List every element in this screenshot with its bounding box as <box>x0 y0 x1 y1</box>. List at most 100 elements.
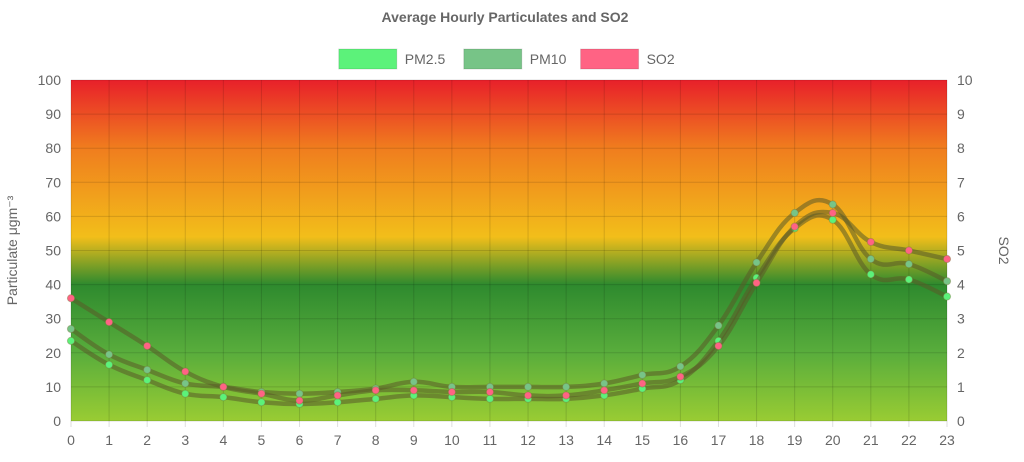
data-point-pm25[interactable] <box>828 215 837 224</box>
x-tick-label: 21 <box>863 432 879 448</box>
data-point-pm10[interactable] <box>66 324 76 334</box>
data-point-pm10[interactable] <box>638 370 647 380</box>
x-tick-label: 9 <box>410 432 418 448</box>
right-tick-label: 7 <box>957 174 965 190</box>
data-point-pm25[interactable] <box>485 394 495 403</box>
x-tick-label: 2 <box>143 432 151 448</box>
x-tick-label: 3 <box>181 432 189 448</box>
data-point-pm10[interactable] <box>942 277 952 286</box>
data-point-pm10[interactable] <box>828 200 837 209</box>
data-point-pm10[interactable] <box>181 379 190 388</box>
data-point-so2[interactable] <box>752 278 761 287</box>
data-point-pm10[interactable] <box>676 362 685 371</box>
plot-background <box>71 80 947 421</box>
left-tick-label: 50 <box>45 243 61 259</box>
left-tick-label: 10 <box>45 379 61 395</box>
data-point-pm10[interactable] <box>600 379 609 388</box>
data-point-so2[interactable] <box>257 389 266 398</box>
x-tick-label: 16 <box>673 432 689 448</box>
legend-item-so2[interactable]: SO2 <box>580 48 675 70</box>
chart-title: Average Hourly Particulates and SO2 <box>382 9 629 25</box>
data-point-so2[interactable] <box>866 237 875 247</box>
x-tick-label: 6 <box>296 432 304 448</box>
data-point-so2[interactable] <box>942 254 952 264</box>
data-point-pm25[interactable] <box>942 292 952 301</box>
data-point-so2[interactable] <box>219 382 228 391</box>
data-point-so2[interactable] <box>600 386 609 395</box>
data-point-pm25[interactable] <box>143 375 152 385</box>
left-tick-label: 20 <box>45 345 61 361</box>
data-point-so2[interactable] <box>371 386 380 395</box>
data-point-so2[interactable] <box>904 246 914 255</box>
legend-swatch <box>338 48 398 70</box>
legend-swatch <box>463 48 523 70</box>
x-tick-label: 11 <box>483 432 498 448</box>
data-point-so2[interactable] <box>790 222 799 231</box>
data-point-pm10[interactable] <box>752 258 761 267</box>
legend[interactable]: PM2.5 PM10 SO2 <box>338 48 675 70</box>
data-point-pm10[interactable] <box>409 377 418 386</box>
x-tick-label: 22 <box>901 432 917 448</box>
x-tick-label: 1 <box>105 432 113 448</box>
data-point-so2[interactable] <box>638 379 647 388</box>
right-tick-label: 0 <box>957 413 965 429</box>
left-tick-label: 60 <box>45 208 61 224</box>
left-tick-label: 40 <box>45 277 61 293</box>
right-tick-label: 8 <box>957 140 965 156</box>
data-point-pm25[interactable] <box>66 336 76 345</box>
right-tick-label: 4 <box>957 277 965 293</box>
data-point-pm25[interactable] <box>904 275 914 284</box>
legend-swatch <box>580 48 640 70</box>
data-point-so2[interactable] <box>104 318 114 327</box>
left-tick-label: 90 <box>45 106 61 122</box>
data-point-pm10[interactable] <box>143 365 152 374</box>
data-point-pm25[interactable] <box>104 360 114 369</box>
right-tick-label: 1 <box>957 379 965 395</box>
x-tick-label: 5 <box>258 432 266 448</box>
left-tick-label: 100 <box>38 72 62 88</box>
data-point-so2[interactable] <box>828 208 837 218</box>
data-point-so2[interactable] <box>66 294 76 303</box>
data-point-so2[interactable] <box>333 391 342 400</box>
data-point-so2[interactable] <box>676 372 685 381</box>
data-point-pm25[interactable] <box>866 270 875 279</box>
data-point-pm10[interactable] <box>295 389 304 398</box>
x-tick-label: 19 <box>787 432 803 448</box>
x-tick-label: 15 <box>635 432 651 448</box>
data-point-pm10[interactable] <box>790 208 799 218</box>
x-tick-label: 23 <box>939 432 955 448</box>
legend-item-pm10[interactable]: PM10 <box>463 48 567 70</box>
x-tick-label: 12 <box>520 432 536 448</box>
data-point-pm25[interactable] <box>371 394 380 403</box>
data-point-so2[interactable] <box>485 387 495 397</box>
data-point-pm25[interactable] <box>257 398 266 407</box>
right-axis-title: SO2 <box>996 236 1012 264</box>
data-point-so2[interactable] <box>447 387 456 397</box>
left-tick-label: 70 <box>45 174 61 190</box>
data-point-pm25[interactable] <box>219 393 228 402</box>
data-point-pm10[interactable] <box>866 254 875 264</box>
x-tick-label: 8 <box>372 432 380 448</box>
data-point-so2[interactable] <box>562 391 571 400</box>
data-point-so2[interactable] <box>181 367 190 376</box>
data-point-pm10[interactable] <box>104 350 114 359</box>
legend-item-pm25[interactable]: PM2.5 <box>338 48 446 70</box>
data-point-pm10[interactable] <box>714 321 723 330</box>
data-point-so2[interactable] <box>523 391 533 400</box>
data-point-so2[interactable] <box>295 396 304 405</box>
data-point-so2[interactable] <box>714 341 723 351</box>
x-tick-label: 20 <box>825 432 841 448</box>
data-point-pm10[interactable] <box>904 260 914 269</box>
data-point-pm10[interactable] <box>562 382 571 391</box>
data-point-pm25[interactable] <box>333 398 342 407</box>
left-tick-label: 80 <box>45 140 61 156</box>
right-tick-label: 3 <box>957 311 965 327</box>
data-point-so2[interactable] <box>409 386 418 395</box>
data-point-pm25[interactable] <box>181 389 190 398</box>
data-point-so2[interactable] <box>143 341 152 351</box>
x-tick-label: 17 <box>711 432 727 448</box>
right-tick-label: 6 <box>957 208 965 224</box>
right-axis-ticks: 0 1 2 3 4 5 6 7 8 9 10 <box>957 72 973 429</box>
data-point-pm10[interactable] <box>523 382 533 391</box>
